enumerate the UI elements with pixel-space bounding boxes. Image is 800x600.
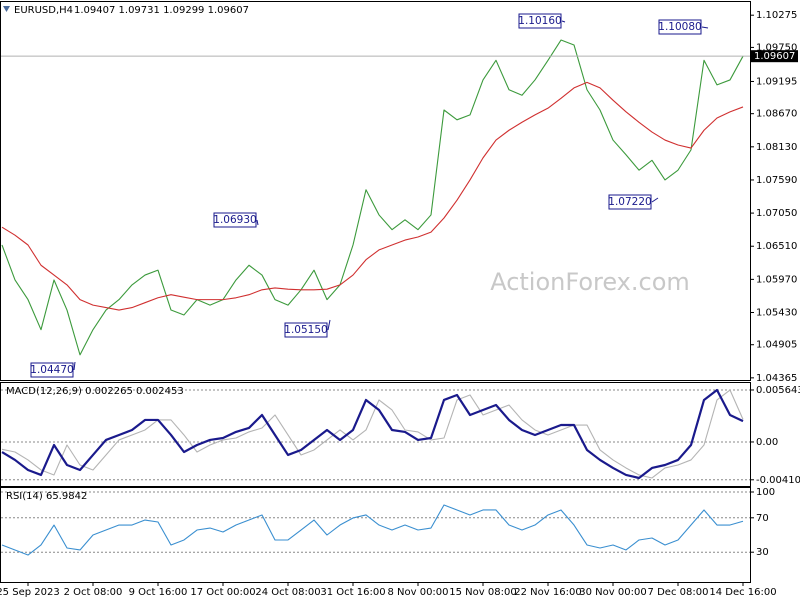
y-tick-label: 1.07050 [756,208,797,219]
series-line [1,81,744,311]
annotation-box [608,194,652,210]
series-line [1,504,744,556]
x-tick-label: 22 Nov 16:00 [514,587,581,598]
panel-frame [0,487,751,583]
annotation: 1.06930 [213,214,256,226]
annotation: 1.10080 [658,21,701,33]
annotation: 1.05150 [284,324,327,336]
chart-subtitle: 1.09407 1.09731 1.09299 1.09607 [74,5,249,16]
watermark: ActionForex.com [490,268,690,296]
series-line [1,388,744,480]
y-tick-label: 1.04365 [756,373,797,384]
x-tick-label: 15 Nov 08:00 [449,587,516,598]
annotation-box [518,13,562,29]
annotation-leader [256,219,259,226]
symbol-icon [3,6,10,12]
y-tick-label: 1.05970 [756,274,797,285]
chart-title: EURUSD,H4 [14,5,73,16]
y-tick-label: 0.005643 [756,385,800,396]
y-tick-label: 70 [756,513,769,524]
y-tick-label: 1.05430 [756,308,797,319]
x-tick-label: 25 Sep 2023 [0,587,60,598]
series-line [1,39,744,356]
y-tick-label: 1.04905 [756,340,797,351]
panel-frame [0,382,751,487]
annotation-box [284,322,328,338]
y-tick-label: 1.10275 [756,10,797,21]
x-tick-label: 9 Oct 16:00 [129,587,188,598]
y-tick-label: 0.00 [756,437,778,448]
annotation-leader [651,197,659,203]
x-tick-label: 30 Nov 00:00 [579,587,646,598]
annotation: 1.07220 [608,196,651,208]
annotation: 1.04470 [30,364,73,376]
x-tick-label: 17 Oct 00:00 [190,587,255,598]
y-tick-label: 1.06510 [756,241,797,252]
annotation-box [658,19,702,35]
y-tick-label: 100 [756,487,775,498]
last-price-box [751,50,798,63]
indicator-title: RSI(14) 65.9842 [6,491,87,502]
annotation-box [213,212,257,228]
x-tick-label: 14 Dec 16:00 [709,587,776,598]
annotation: 1.10160 [518,15,561,27]
annotation-box [30,362,74,378]
x-tick-label: 7 Dec 08:00 [648,587,709,598]
annotation-leader [73,361,76,371]
x-tick-label: 2 Oct 08:00 [64,587,123,598]
annotation-leader [701,26,709,29]
indicator-title: MACD(12,26,9) 0.002265 0.002453 [6,386,184,397]
series-line [1,389,744,479]
y-tick-label: 1.09750 [756,42,797,53]
annotation-leader [561,20,566,23]
y-tick-label: 30 [756,547,769,558]
x-tick-label: 24 Oct 08:00 [255,587,320,598]
x-tick-label: 8 Nov 00:00 [387,587,448,598]
last-price-label: 1.09607 [754,51,795,62]
panel-frame [0,1,751,381]
y-tick-label: 1.08130 [756,142,797,153]
y-tick-label: -0.004104 [756,475,800,486]
y-tick-label: 1.08670 [756,109,797,120]
y-tick-label: 1.07590 [756,175,797,186]
y-tick-label: 1.09195 [756,76,797,87]
annotation-leader [327,319,331,331]
x-tick-label: 31 Oct 16:00 [320,587,385,598]
